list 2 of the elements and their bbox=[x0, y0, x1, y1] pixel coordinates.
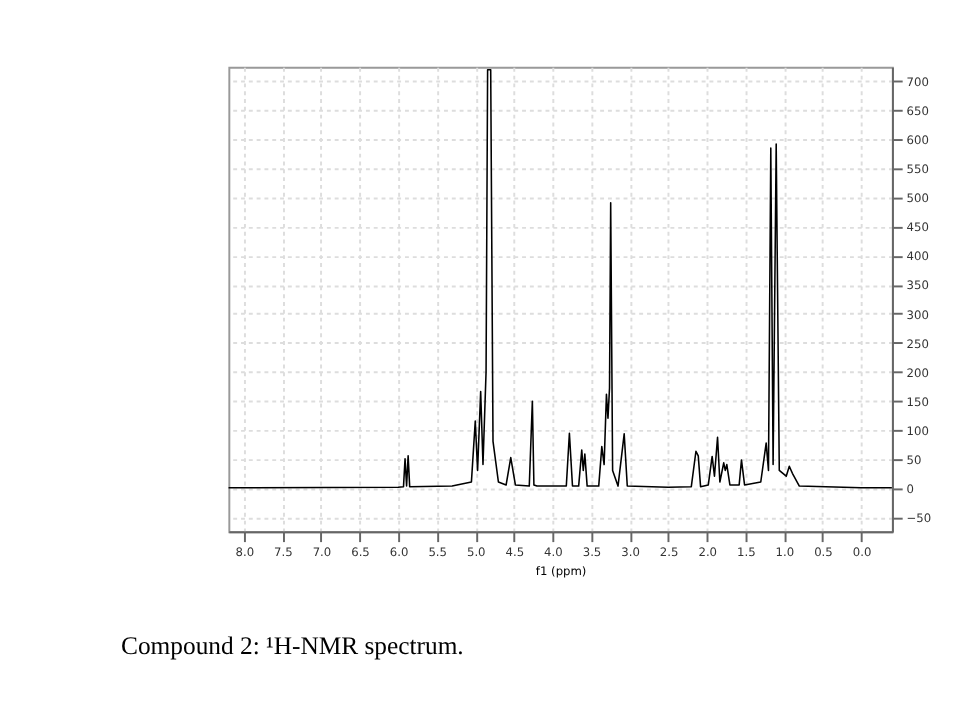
line-series bbox=[228, 68, 892, 489]
text: Compound 2: ¹H-NMR spectrum. bbox=[121, 632, 464, 661]
